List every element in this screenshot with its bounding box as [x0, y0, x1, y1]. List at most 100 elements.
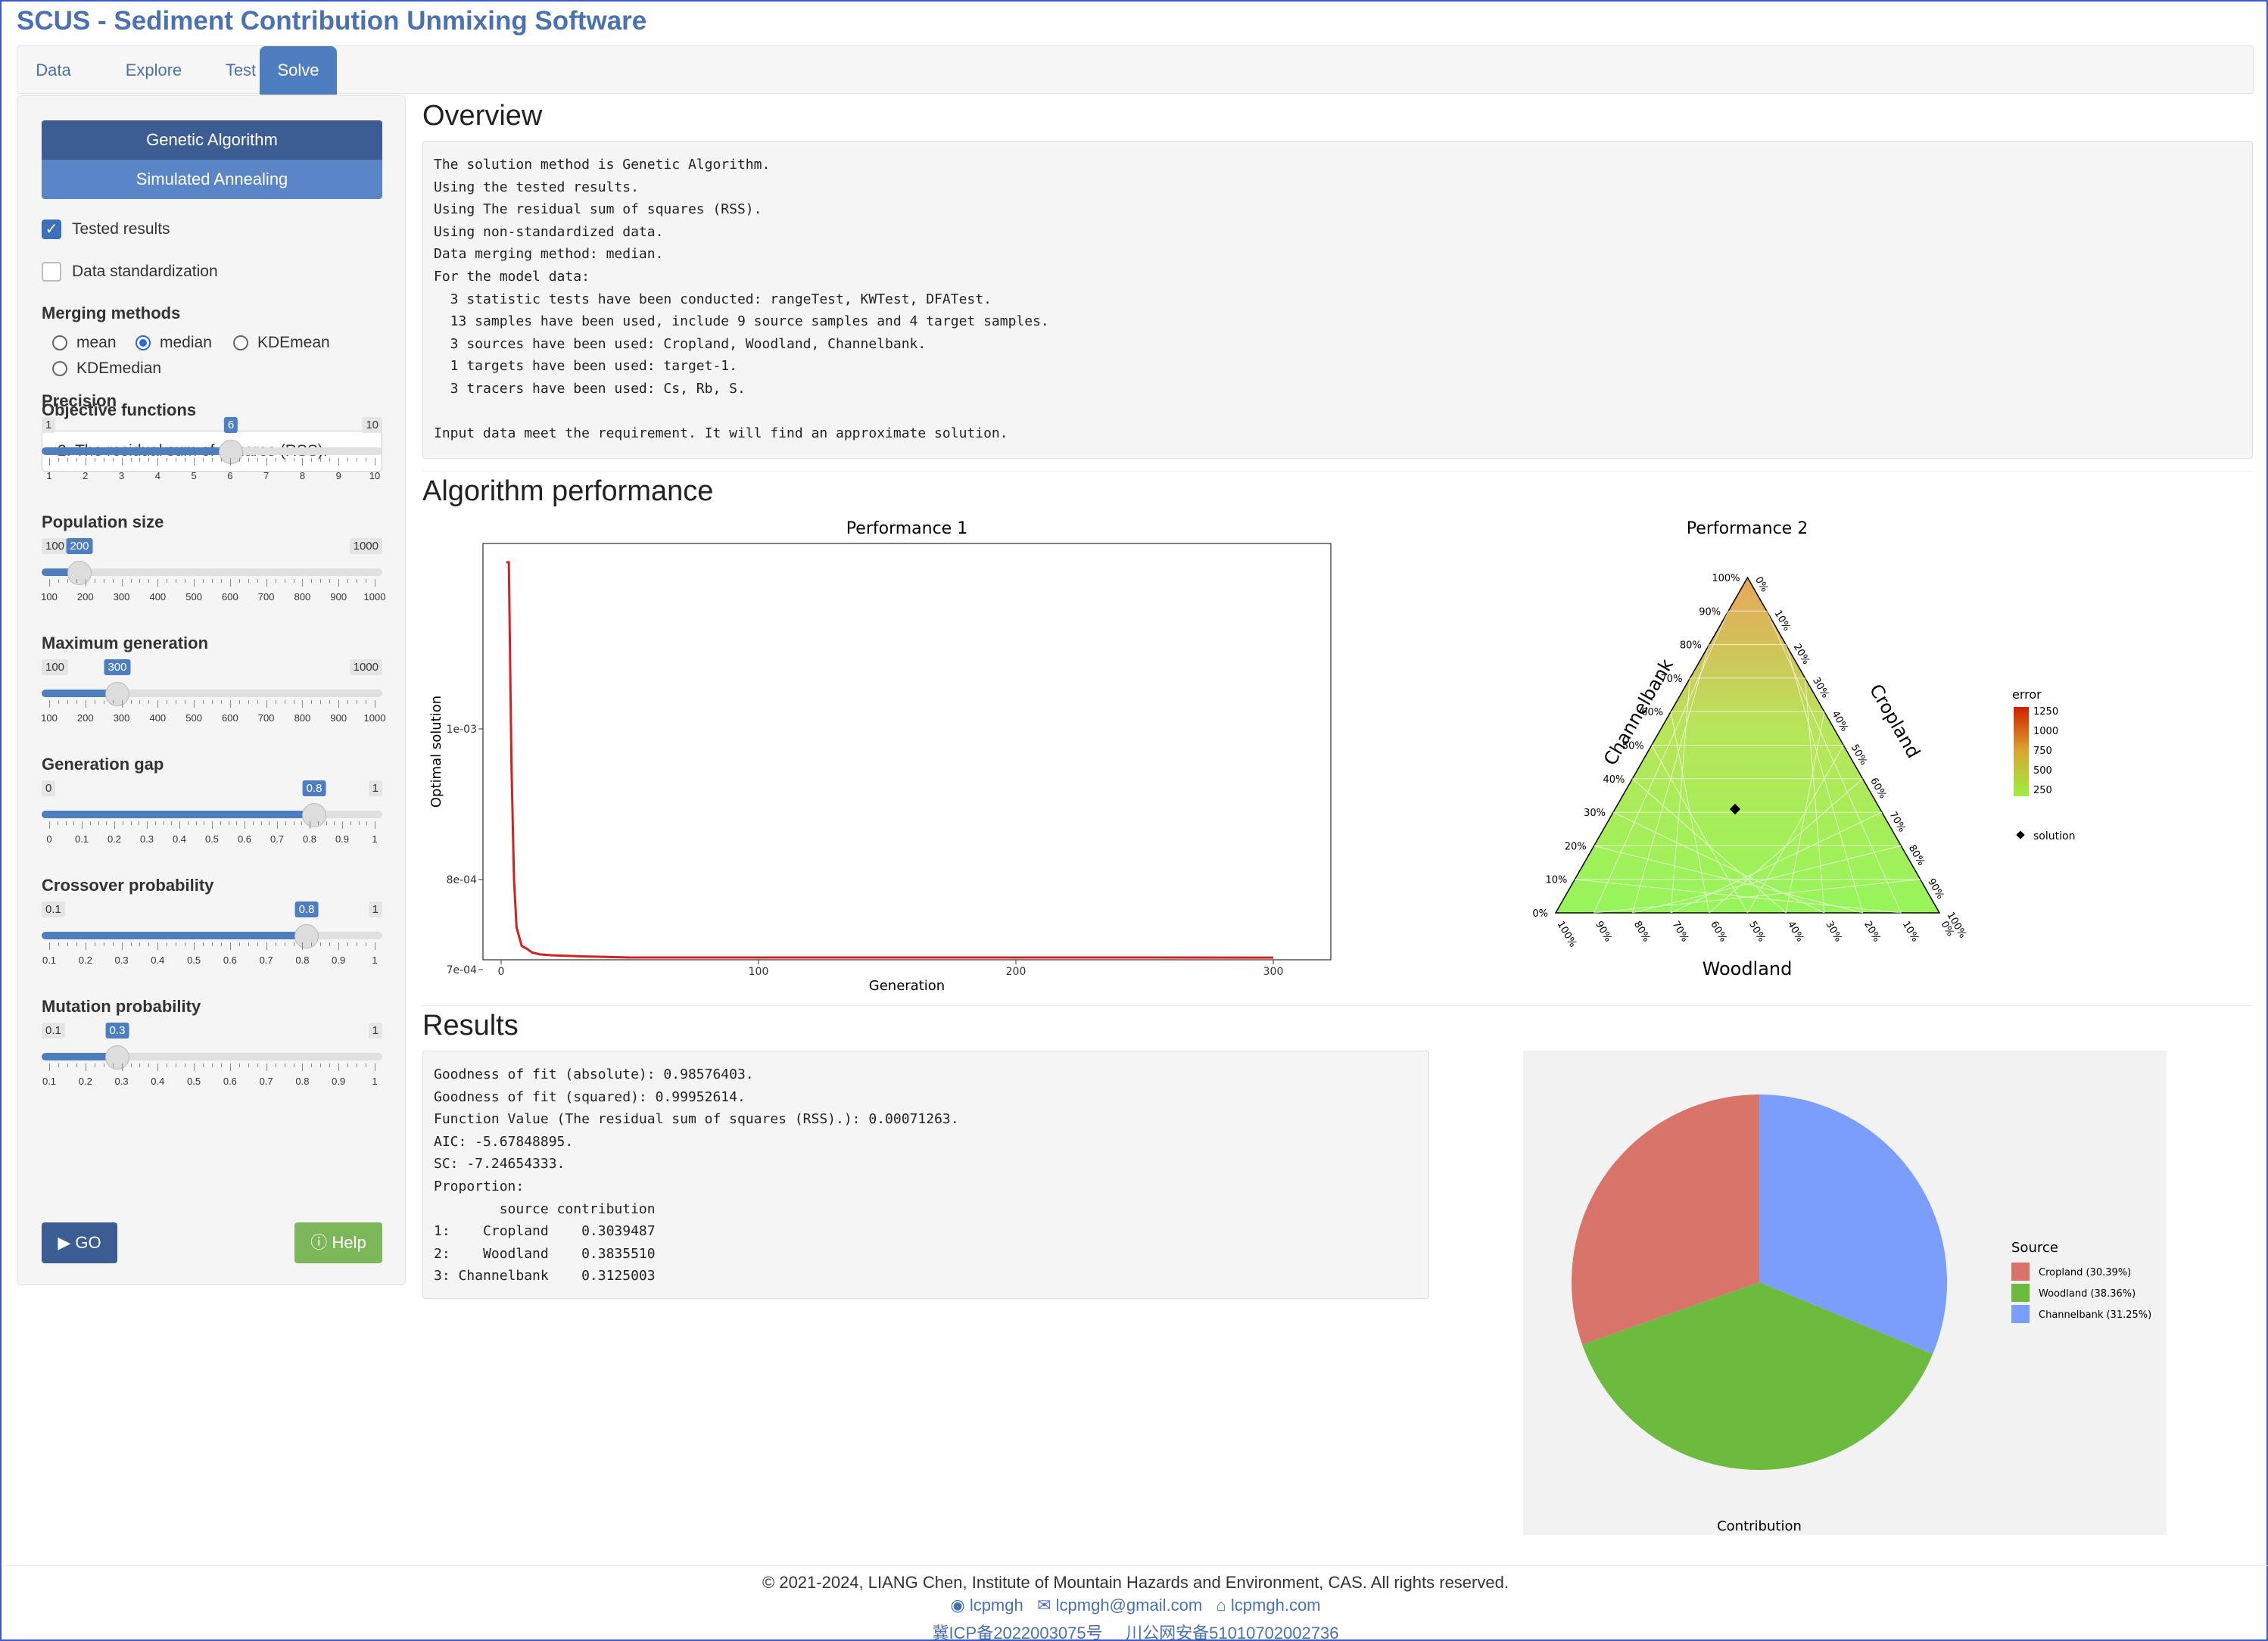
- merging-median-label: median: [160, 334, 212, 351]
- slider-minor-tick: [139, 579, 141, 583]
- email-link[interactable]: lcpmgh@gmail.com: [1055, 1596, 1203, 1615]
- ternary-left-tick-label: 90%: [1699, 606, 1721, 618]
- slider-tick-label: 0.6: [237, 833, 252, 845]
- ternary-bottom-axis-label: Woodland: [1703, 958, 1793, 979]
- slider-tick-mark: [266, 579, 267, 587]
- range-slider[interactable]: 0.1 1 0.8 0.1 0.2 0.3 0.4 0.5 0.6 0.7 0.8 0.9 1: [42, 901, 382, 982]
- slider-tick-label: 0.6: [223, 954, 237, 966]
- ternary-bottom-tick-label: 50%: [1746, 920, 1767, 945]
- simulated-annealing-button[interactable]: Simulated Annealing: [42, 160, 382, 199]
- slider-minor-tick: [220, 1063, 222, 1067]
- ternary-grid-line: [1632, 778, 1787, 914]
- ternary-grid-line: [1575, 879, 1902, 914]
- slider-tick-label: 1: [372, 954, 378, 966]
- slider-minor-tick: [67, 579, 68, 583]
- merging-methods-label: Merging methods: [42, 304, 181, 322]
- genetic-algorithm-button[interactable]: Genetic Algorithm: [42, 120, 382, 160]
- slider-tick-mark: [157, 579, 159, 587]
- slider-minor-tick: [347, 700, 349, 704]
- slider-minor-tick: [329, 579, 331, 583]
- slider-minor-tick: [257, 942, 258, 946]
- tab-explore[interactable]: Explore: [125, 61, 182, 79]
- slider-minor-tick: [347, 1063, 349, 1067]
- slider-track[interactable]: [42, 568, 382, 576]
- slider-tick-mark: [302, 458, 304, 466]
- slider-tick-mark: [266, 1063, 267, 1071]
- slider-max-label: 1: [368, 901, 382, 917]
- merging-mean-radio[interactable]: [52, 335, 67, 350]
- slider-minor-tick: [203, 700, 204, 704]
- slider-tick-label: 0.2: [107, 833, 122, 845]
- ternary-left-tick-label: 50%: [1622, 741, 1644, 752]
- tab-data[interactable]: Data: [36, 61, 71, 79]
- slider-track[interactable]: [42, 690, 382, 697]
- slider-tick-mark: [49, 458, 50, 466]
- slider-tick-mark: [49, 579, 50, 587]
- slider-tick-label: 100: [41, 591, 58, 603]
- slider-tick-mark: [229, 458, 231, 466]
- slider-handle[interactable]: [104, 1045, 129, 1070]
- slider-minor-tick: [212, 1063, 213, 1067]
- overview-text: The solution method is Genetic Algorithm…: [422, 141, 2253, 459]
- slider-tick-label: 0.4: [151, 1076, 165, 1087]
- pie-legend-title: Source: [2011, 1240, 2058, 1256]
- overview-title: Overview: [422, 100, 543, 132]
- slider-tick-mark: [121, 458, 123, 466]
- range-slider[interactable]: 100 1000 300 100 200 300 400 500 600 700 800 900 100…: [41, 659, 385, 740]
- slider-minor-tick: [358, 821, 360, 825]
- go-button[interactable]: ▶ GO: [42, 1222, 117, 1263]
- slider-minor-tick: [311, 700, 313, 704]
- slider-tick-label: 0.8: [295, 1076, 310, 1087]
- pie-legend-swatch: [2011, 1263, 2030, 1281]
- range-slider[interactable]: 0 1 0.8 0 0.1 0.2 0.3 0.4 0.5 0.6 0.7 0.8 0.9 1: [42, 780, 382, 861]
- slider-tick-label: 0.9: [332, 954, 346, 966]
- icp-link[interactable]: 冀ICP备2022003075号: [932, 1624, 1103, 1641]
- slider-tick-mark: [302, 700, 304, 708]
- slider-min-label: 0.1: [42, 1023, 65, 1038]
- tab-test[interactable]: Test: [225, 61, 257, 79]
- range-slider[interactable]: 100 1000 200 100 200 300 400 500 600 700 800 900 100…: [41, 538, 385, 618]
- ternary-left-tick-label: 30%: [1584, 808, 1606, 819]
- slider-tick-mark: [121, 1063, 123, 1071]
- slider-handle[interactable]: [294, 924, 319, 948]
- slider-tick-label: 0.5: [187, 954, 201, 966]
- data-standardization-checkbox[interactable]: [42, 262, 61, 282]
- slider-minor-tick: [148, 942, 150, 946]
- ternary-bottom-tick-label: 70%: [1670, 920, 1690, 945]
- slider-tick-label: 8: [299, 470, 306, 481]
- merging-kdemedian-radio[interactable]: [52, 361, 67, 376]
- slider-minor-tick: [236, 821, 238, 825]
- slider-minor-tick: [285, 821, 286, 825]
- chart1-y-tick-label: 8e-04: [447, 874, 477, 886]
- slider-tick-label: 1: [46, 470, 52, 481]
- merging-kdemean-radio[interactable]: [233, 335, 248, 350]
- ternary-left-tick-label: 10%: [1545, 875, 1567, 886]
- tab-solve[interactable]: Solve: [260, 46, 337, 95]
- slider-minor-tick: [238, 579, 240, 583]
- merging-median-radio[interactable]: [136, 335, 151, 350]
- help-button[interactable]: ⓘ Help: [294, 1222, 382, 1263]
- slider-handle[interactable]: [104, 682, 129, 706]
- slider-tick-label: 10: [369, 470, 381, 481]
- site-link[interactable]: lcpmgh.com: [1230, 1596, 1321, 1615]
- range-slider[interactable]: 1 10 6 1 2 3 4 5 6 7 8 9 10: [42, 417, 382, 497]
- slider-minor-tick: [252, 821, 254, 825]
- slider-min-label: 100: [42, 659, 69, 675]
- range-slider[interactable]: 0.1 1 0.3 0.1 0.2 0.3 0.4 0.5 0.6 0.7 0.8 0.9 1: [42, 1023, 382, 1103]
- ternary-bottom-tick-label: 100%: [1555, 920, 1579, 950]
- pie-legend-swatch: [2011, 1305, 2030, 1323]
- slider-handle[interactable]: [219, 440, 244, 464]
- slider-minor-tick: [257, 700, 258, 704]
- police-link[interactable]: 川公网安备51010702002736: [1126, 1624, 1339, 1641]
- slider-track[interactable]: [42, 1053, 382, 1060]
- github-link[interactable]: lcpmgh: [969, 1596, 1023, 1615]
- slider-tick-mark: [194, 700, 195, 708]
- tested-results-checkbox[interactable]: ✓: [42, 220, 61, 239]
- slider-handle[interactable]: [67, 561, 92, 585]
- slider-minor-tick: [67, 458, 68, 462]
- slider-minor-tick: [203, 1063, 204, 1067]
- slider-handle[interactable]: [302, 803, 326, 827]
- pie-legend-swatch: [2011, 1284, 2030, 1302]
- slider-tick-label: 0.5: [204, 833, 220, 845]
